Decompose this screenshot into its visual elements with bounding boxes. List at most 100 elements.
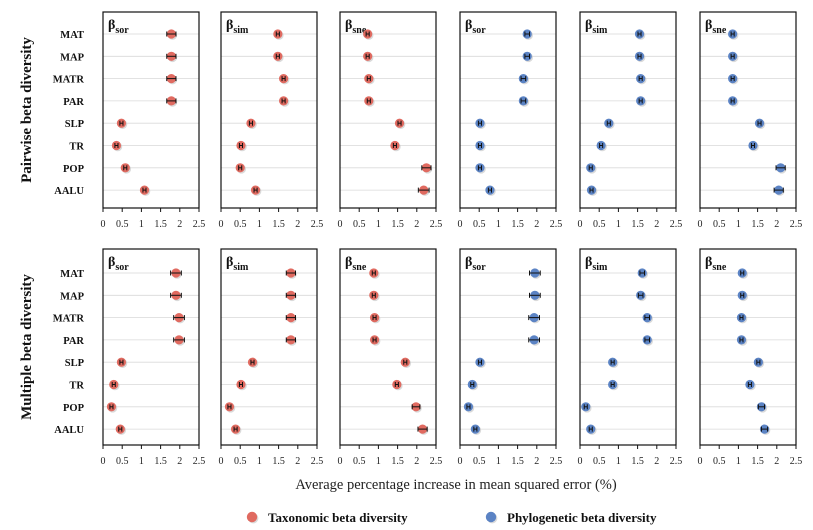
category-label: TR [69,142,84,153]
category-label: PAR [63,97,84,108]
x-tick-label: 1.5 [631,219,644,230]
x-tick-label: 1 [496,219,501,230]
category-label: AALU [54,186,84,197]
chart-panel: βsne 0 0.5 1 1.5 2 2.5 [698,248,803,467]
x-tick-label: 1 [257,219,262,230]
panel-title: βsim [585,18,608,36]
panel-frame [102,11,200,209]
row-label: Multiple beta diversity [19,274,35,420]
panel-frame [459,248,557,446]
category-label: MAT [60,30,84,41]
category-label: AALU [54,425,84,436]
panel-title: βsor [108,18,129,36]
x-tick-label: 0 [698,456,703,467]
legend-item: Taxonomic beta diversity [246,510,408,525]
chart-panel: βsim 0 0.5 1 1.5 2 2.5 [219,11,324,230]
chart-panel: βsim 0 0.5 1 1.5 2 2.5 [219,248,324,467]
x-tick-label: 1.5 [751,456,764,467]
x-tick-label: 1 [139,456,144,467]
panel-frame [579,248,677,446]
x-tick-label: 0.5 [353,219,366,230]
x-tick-label: 2 [177,219,182,230]
x-tick-label: 2.5 [311,456,324,467]
x-tick-label: 1.5 [391,456,404,467]
x-tick-label: 0 [338,219,343,230]
x-tick-label: 2.5 [430,456,443,467]
panel-frame [102,248,200,446]
panel-frame [220,11,318,209]
panel-title: βsne [705,18,727,36]
panel-title: βsor [108,255,129,273]
legend-marker [485,511,497,523]
x-tick-label: 2.5 [670,456,683,467]
x-tick-label: 2.5 [193,456,206,467]
x-tick-label: 1 [496,456,501,467]
x-tick-label: 1.5 [272,219,285,230]
x-tick-label: 2 [177,456,182,467]
x-tick-label: 0 [101,219,106,230]
chart-panel: βsim 0 0.5 1 1.5 2 2.5 [578,248,683,467]
category-label: SLP [65,358,85,369]
category-label: SLP [65,119,85,130]
chart-row: Pairwise beta diversity MAT MAP MATR PAR SLP T… [19,11,803,230]
panel-title: βsne [705,255,727,273]
category-label: MATR [53,75,85,86]
panel-title: βsne [345,255,367,273]
x-tick-label: 1 [376,219,381,230]
panel-frame [699,248,797,446]
category-label: TR [69,381,84,392]
category-label: MAP [60,52,84,63]
x-tick-label: 2.5 [550,219,563,230]
x-tick-label: 2 [534,456,539,467]
chart-panel: βsne 0 0.5 1 1.5 2 2.5 [698,11,803,230]
category-label: POP [63,164,85,175]
x-tick-label: 2 [654,456,659,467]
x-tick-label: 0.5 [473,456,486,467]
x-tick-label: 2.5 [790,456,803,467]
panel-title: βsor [465,255,486,273]
x-tick-label: 0 [578,456,583,467]
x-tick-label: 0.5 [116,456,129,467]
x-tick-label: 0 [578,219,583,230]
x-tick-label: 2.5 [311,219,324,230]
x-tick-label: 0 [219,456,224,467]
x-tick-label: 0.5 [473,219,486,230]
x-tick-label: 1.5 [391,219,404,230]
x-tick-label: 2 [414,456,419,467]
x-tick-label: 0 [101,456,106,467]
x-tick-label: 0.5 [234,456,247,467]
category-label: MATR [53,314,85,325]
panel-frame [339,11,437,209]
x-tick-label: 1 [616,219,621,230]
chart-row: Multiple beta diversity MAT MAP MATR PAR SLP T… [19,248,803,467]
panel-title: βsor [465,18,486,36]
panel-frame [699,11,797,209]
x-tick-label: 1.5 [631,456,644,467]
x-tick-label: 0.5 [593,219,606,230]
x-tick-label: 0 [219,219,224,230]
chart-panel: βsne 0 0.5 1 1.5 2 2.5 [338,11,442,230]
panel-frame [459,11,557,209]
category-label: POP [63,403,85,414]
category-label: MAT [60,269,84,280]
row-label: Pairwise beta diversity [19,37,35,183]
legend-item: Phylogenetic beta diversity [485,510,657,525]
chart-panel: βsor 0 0.5 1 1.5 2 2.5 [101,11,206,230]
x-tick-label: 0 [458,219,463,230]
x-tick-label: 2.5 [193,219,206,230]
x-tick-label: 1.5 [751,219,764,230]
x-tick-label: 1 [736,219,741,230]
x-tick-label: 2.5 [790,219,803,230]
x-tick-label: 2.5 [670,219,683,230]
x-tick-label: 2 [774,219,779,230]
chart-panel: βsor 0 0.5 1 1.5 2 2.5 [458,248,563,467]
panel-title: βsim [585,255,608,273]
x-tick-label: 2 [295,219,300,230]
chart-panel: βsor 0 0.5 1 1.5 2 2.5 [458,11,563,230]
x-tick-label: 1.5 [154,456,167,467]
x-tick-label: 0.5 [353,456,366,467]
x-tick-label: 2.5 [550,456,563,467]
x-tick-label: 0.5 [713,219,726,230]
x-tick-label: 0.5 [593,456,606,467]
